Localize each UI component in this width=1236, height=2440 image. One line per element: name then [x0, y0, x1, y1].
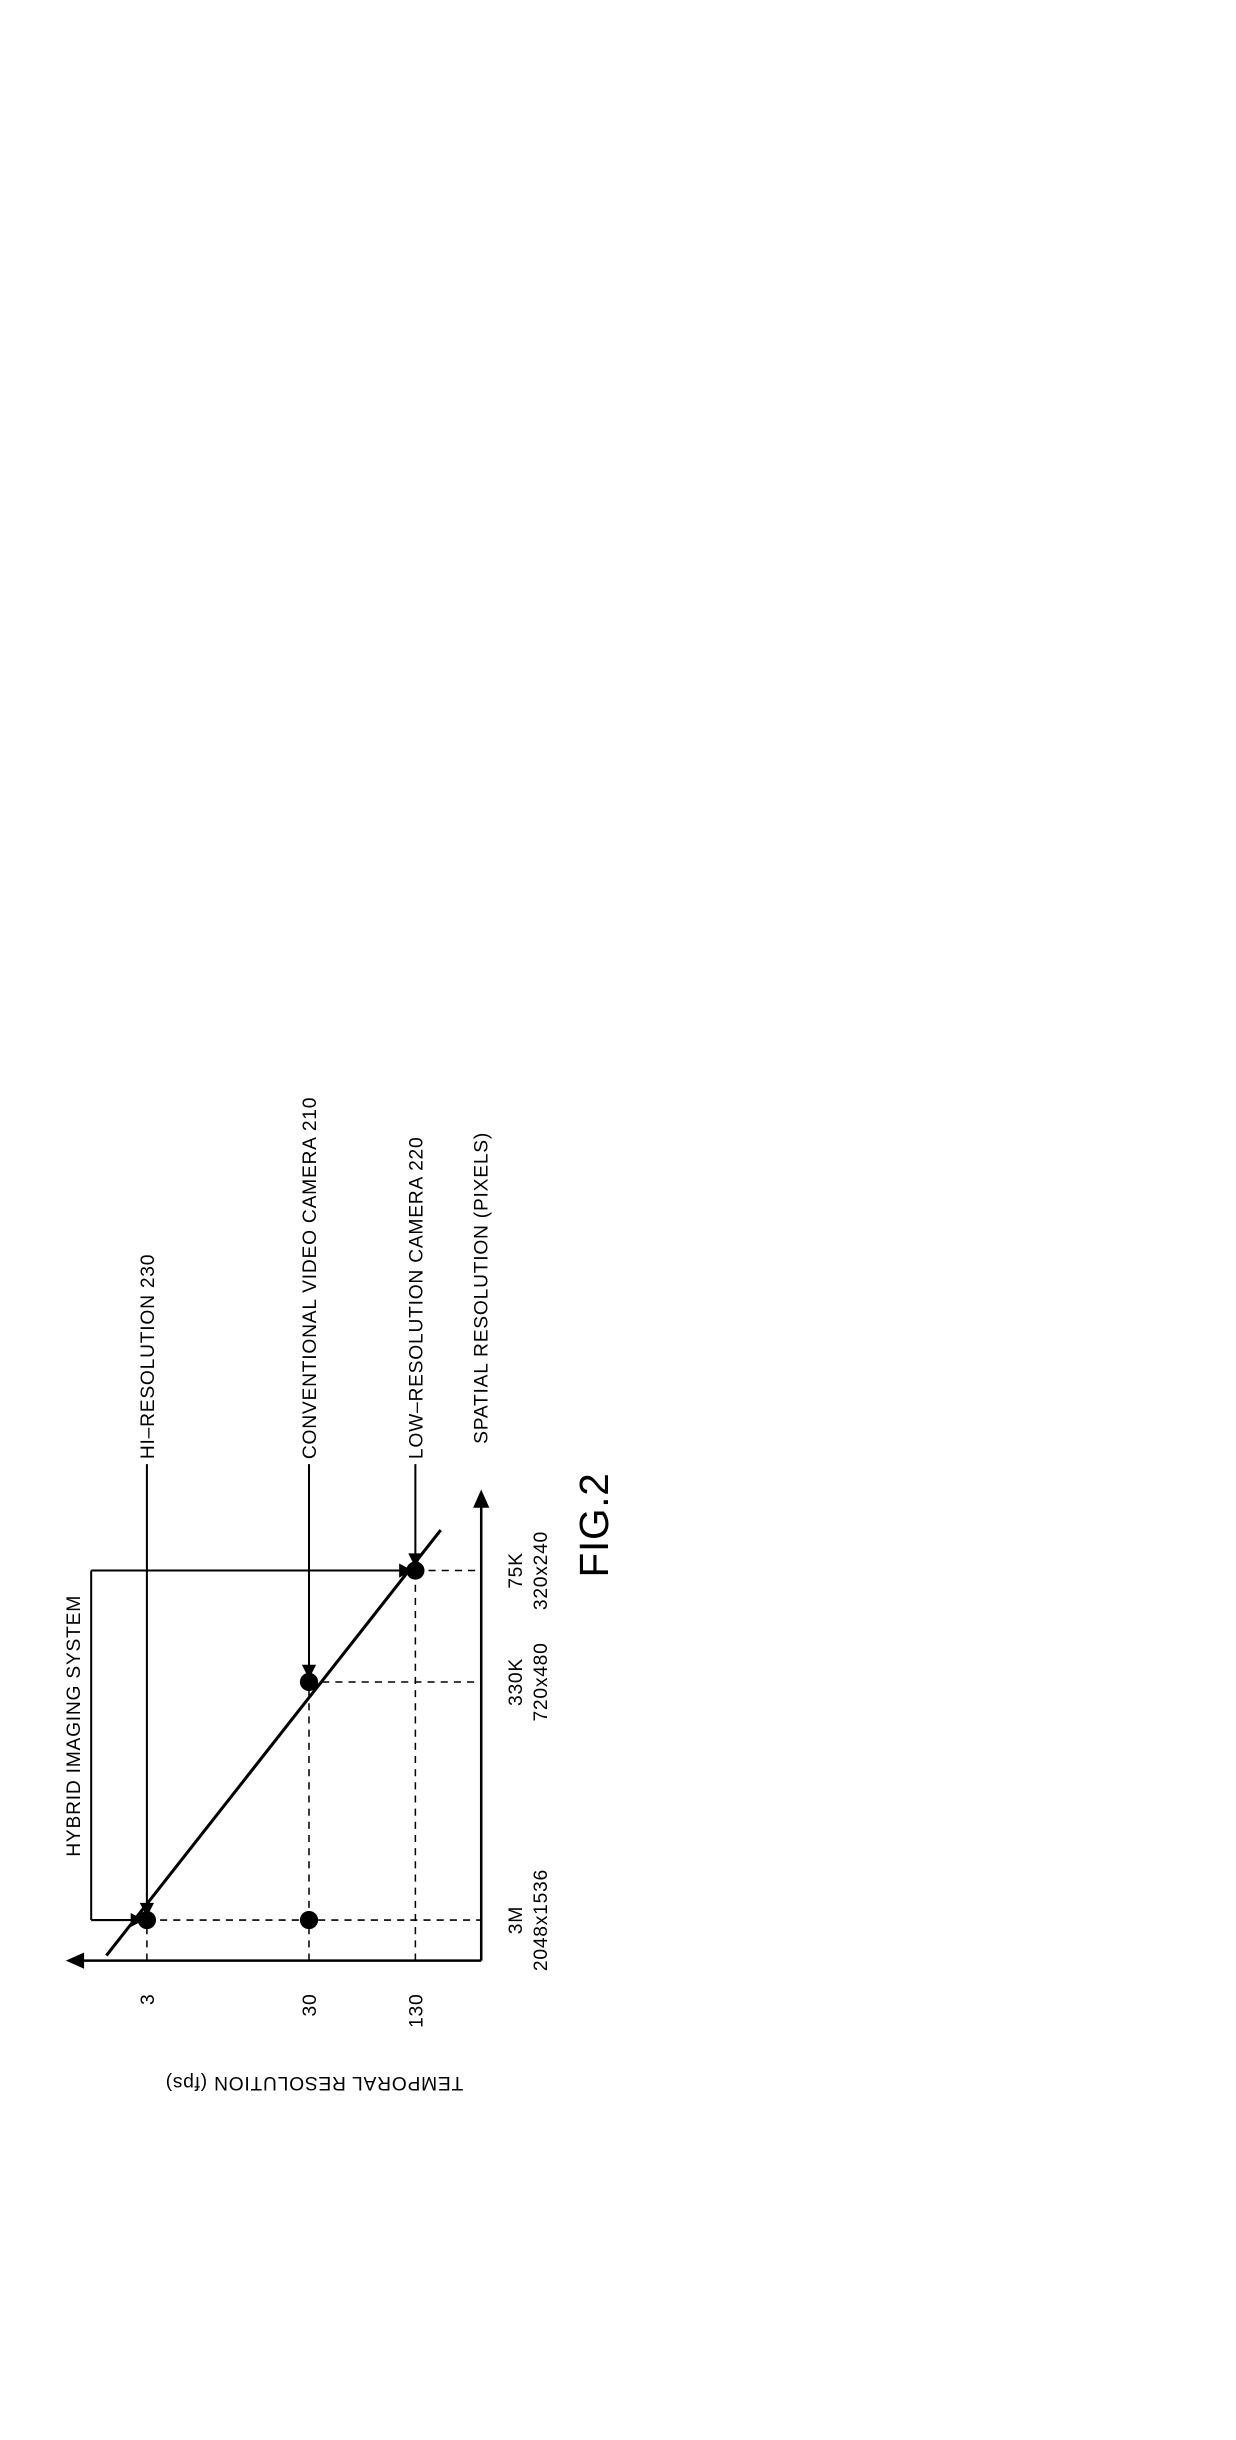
conventional-label: CONVENTIONAL VIDEO CAMERA 210	[300, 1097, 321, 1459]
point-conventional	[300, 1673, 318, 1691]
hybrid-label: HYBRID IMAGING SYSTEM	[64, 1595, 85, 1857]
x-tick-label-bot: 320x240	[531, 1531, 552, 1610]
low-res-label: LOW–RESOLUTION CAMERA 220	[406, 1137, 427, 1460]
y-axis-label: TEMPORAL RESOLUTION (fps)	[165, 2072, 463, 2093]
y-tick-label: 130	[406, 1994, 427, 2028]
x-tick-label-top: 75K	[506, 1552, 527, 1589]
hi-res-label: HI–RESOLUTION 230	[138, 1254, 159, 1459]
figure-label: FIG.2	[571, 1472, 617, 1577]
x-tick-label-bot: 2048x1536	[531, 1869, 552, 1971]
point-low-res	[406, 1561, 424, 1579]
point-hi-res	[138, 1911, 156, 1929]
chart-svg: 3 30 130 TEMPORAL RESOLUTION (fps) 3M2048x15…	[0, 0, 1236, 2440]
y-tick-label: 30	[300, 1994, 321, 2017]
point-3m-30fps	[300, 1911, 318, 1929]
x-tick-label-bot: 720x480	[531, 1642, 552, 1721]
x-tick-label-top: 3M	[506, 1906, 527, 1934]
x-tick-label-top: 330K	[506, 1658, 527, 1706]
x-axis-label: SPATIAL RESOLUTION (PIXELS)	[471, 1132, 492, 1444]
y-tick-label: 3	[138, 1994, 159, 2005]
figure-stage: 3 30 130 TEMPORAL RESOLUTION (fps) 3M2048x15…	[0, 0, 1236, 2440]
